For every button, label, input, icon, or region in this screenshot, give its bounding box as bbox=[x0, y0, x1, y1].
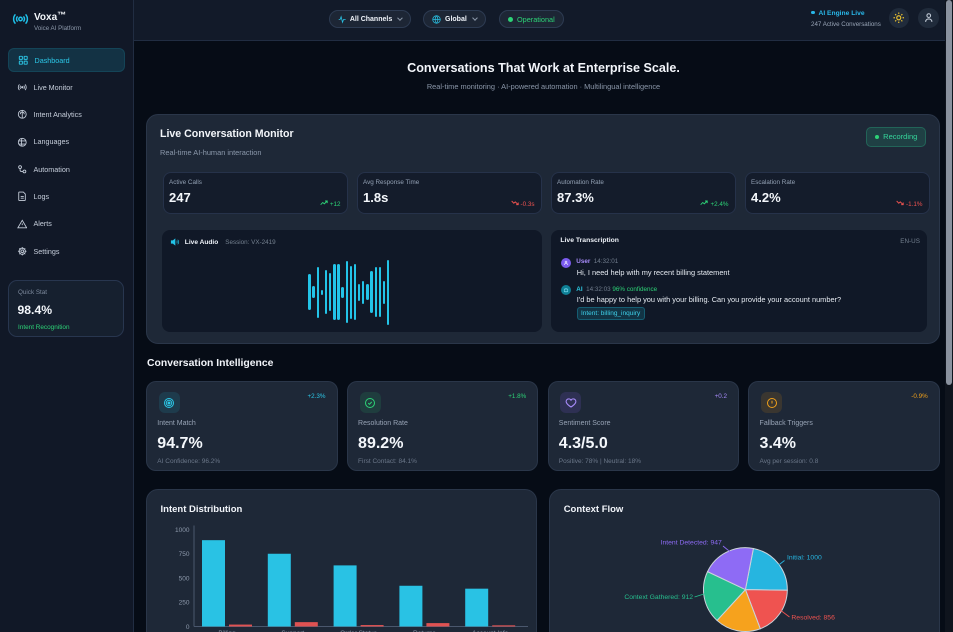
svg-text:Billing: Billing bbox=[218, 630, 236, 632]
svg-text:Resolved: 856: Resolved: 856 bbox=[792, 614, 836, 621]
svg-text:Initial: 1000: Initial: 1000 bbox=[787, 554, 822, 561]
svg-text:250: 250 bbox=[179, 599, 190, 606]
svg-text:Account Info: Account Info bbox=[472, 630, 509, 632]
svg-text:Order Status: Order Status bbox=[340, 630, 378, 632]
svg-text:Context Gathered: 912: Context Gathered: 912 bbox=[625, 594, 694, 601]
svg-text:750: 750 bbox=[179, 551, 190, 558]
svg-text:0: 0 bbox=[186, 623, 190, 630]
svg-text:500: 500 bbox=[179, 575, 190, 582]
svg-text:Support: Support bbox=[281, 630, 304, 632]
svg-text:Intent Detected: 947: Intent Detected: 947 bbox=[661, 539, 722, 546]
svg-text:Returns: Returns bbox=[413, 630, 437, 632]
svg-text:1000: 1000 bbox=[175, 526, 190, 533]
